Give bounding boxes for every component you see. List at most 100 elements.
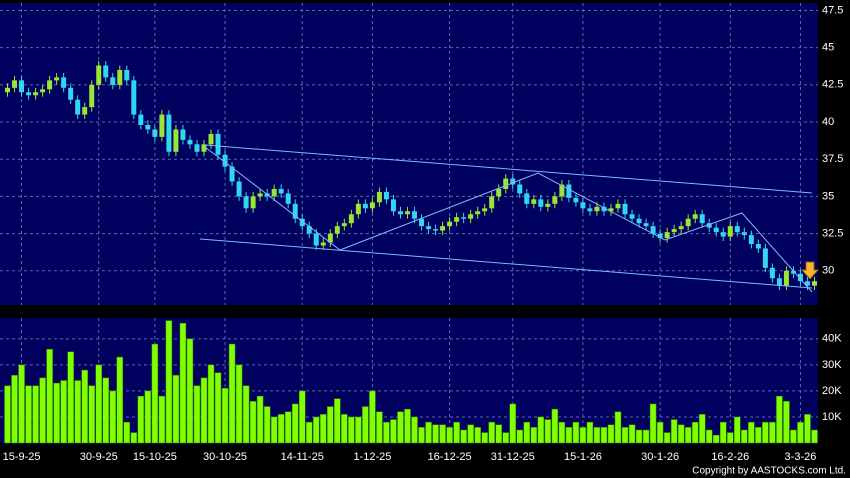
x-tick-label: 31-12-25	[491, 451, 535, 463]
candle-body	[96, 65, 102, 85]
volume-bar	[607, 424, 615, 444]
candle-body	[33, 92, 39, 96]
volume-bar	[565, 427, 573, 444]
y-tick-label: 35	[822, 190, 834, 202]
volume-bar	[320, 414, 327, 444]
candle-body	[201, 144, 207, 152]
candle-body	[292, 203, 298, 219]
candle-body	[61, 77, 67, 88]
candle-body	[622, 203, 628, 215]
volume-bar	[390, 419, 397, 444]
candle-body	[82, 107, 88, 115]
candle-body	[734, 226, 740, 233]
candle-body	[215, 133, 221, 155]
candle-body	[643, 223, 649, 227]
volume-bar	[67, 351, 74, 444]
volume-bar	[432, 424, 439, 444]
candle-body	[75, 99, 81, 115]
candle-body	[47, 80, 53, 90]
zigzag-line	[204, 146, 813, 293]
x-tick-label: 3-3-26	[785, 451, 817, 463]
candle-body	[390, 199, 396, 212]
candle-body	[699, 214, 705, 224]
volume-bar	[544, 419, 552, 444]
candle-body	[145, 124, 151, 130]
volume-bar	[341, 414, 348, 444]
volume-bar	[53, 382, 60, 444]
candle-body	[748, 235, 754, 245]
volume-bar	[481, 432, 488, 444]
candle-body	[369, 202, 375, 209]
volume-bar	[797, 421, 804, 444]
volume-bar	[762, 421, 769, 444]
volume-bar	[439, 424, 446, 444]
volume-bar	[586, 421, 594, 444]
volume-bar	[404, 408, 411, 444]
volume-bar	[734, 416, 741, 444]
volume-bar	[88, 385, 95, 444]
volume-bar	[270, 416, 278, 444]
candle-body	[187, 139, 193, 145]
volume-bar	[425, 421, 432, 444]
candle-body	[376, 191, 382, 203]
candle-body	[720, 232, 726, 237]
volume-bar	[537, 416, 545, 444]
candle-body	[671, 229, 677, 233]
candle-body	[278, 188, 284, 194]
volume-bar	[327, 406, 334, 444]
x-tick-label: 1-12-25	[353, 451, 391, 463]
volume-bar	[790, 429, 797, 444]
x-tick-label: 30-1-26	[641, 451, 679, 463]
candle-body	[355, 203, 361, 215]
candle-body	[601, 206, 607, 212]
volume-bar	[495, 424, 502, 444]
volume-bar	[362, 406, 369, 444]
volume-bar	[74, 380, 81, 444]
candle-body	[517, 184, 523, 194]
candle-body	[236, 181, 242, 197]
y-tick-label: 10K	[822, 411, 842, 423]
candle-body	[629, 214, 635, 219]
volume-bar	[418, 427, 425, 444]
volume-bar	[713, 434, 720, 444]
volume-bar	[656, 421, 664, 444]
candle-body	[454, 217, 460, 222]
candle-body	[426, 226, 432, 230]
candle-body	[524, 193, 530, 204]
y-tick-label: 20K	[822, 385, 842, 397]
volume-bar	[516, 429, 524, 444]
x-tick-label: 16-2-26	[711, 451, 749, 463]
volume-bar	[263, 406, 271, 444]
candle-body	[320, 242, 326, 246]
candle-body	[327, 233, 333, 243]
candle-body	[762, 248, 768, 268]
volume-bar	[81, 369, 88, 444]
volume-bar	[579, 427, 587, 444]
candle-body	[152, 129, 158, 137]
volume-bar	[228, 343, 236, 444]
y-tick-label: 40	[822, 116, 834, 128]
candle-body	[538, 199, 544, 207]
volume-bar	[221, 388, 229, 444]
candle-body	[173, 129, 179, 152]
candle-body	[362, 203, 368, 209]
candle-body	[468, 214, 474, 219]
candle-body	[489, 196, 495, 209]
candle-body	[348, 214, 354, 224]
volume-bar	[39, 377, 46, 444]
volume-bar	[144, 390, 152, 444]
candle-body	[475, 211, 481, 215]
candle-body	[657, 233, 663, 239]
volume-bar	[355, 416, 362, 444]
candle-body	[804, 281, 810, 286]
candle-body	[404, 211, 410, 215]
candle-body	[496, 188, 502, 197]
candle-body	[636, 218, 642, 224]
candle-body	[678, 226, 684, 230]
volume-bar	[193, 385, 201, 444]
volume-bar	[214, 372, 222, 444]
volume-bar	[298, 390, 306, 444]
volume-bar	[558, 421, 566, 444]
volume-bar	[642, 429, 650, 444]
volume-bar	[572, 421, 580, 444]
